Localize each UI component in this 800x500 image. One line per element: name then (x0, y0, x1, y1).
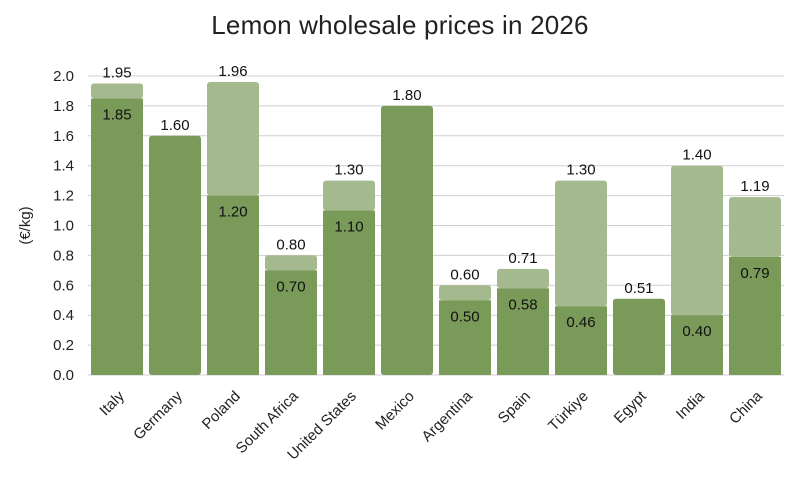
data-label-upper: 1.95 (102, 64, 131, 81)
data-label-upper: 0.71 (508, 250, 537, 267)
bar-base (555, 306, 607, 375)
data-label-base: 1.80 (392, 87, 421, 104)
y-tick-label: 0.6 (53, 277, 74, 294)
bar-upper (265, 255, 317, 271)
bar-upper (323, 180, 375, 211)
y-tick-label: 2.0 (53, 68, 74, 85)
data-label-base: 0.58 (508, 296, 537, 313)
chart-title: Lemon wholesale prices in 2026 (211, 10, 589, 40)
x-tick-label: Poland (199, 388, 244, 433)
x-tick-label: Italy (96, 387, 128, 419)
bar-base (381, 105, 433, 376)
x-tick-label: Spain (495, 388, 534, 427)
data-label-base: 0.70 (276, 278, 305, 295)
bar-base (671, 315, 723, 375)
y-tick-label: 0.4 (53, 307, 74, 324)
data-label-upper: 1.19 (740, 178, 769, 195)
y-tick-label: 1.2 (53, 188, 74, 205)
data-label-base: 1.20 (218, 204, 247, 221)
bar-upper (555, 180, 607, 307)
bar-upper (207, 81, 259, 196)
bar-base (497, 288, 549, 375)
bar-base (729, 256, 781, 375)
x-tick-label: Argentina (418, 387, 476, 445)
x-tick-label: China (726, 387, 766, 427)
data-label-base: 1.10 (334, 219, 363, 236)
data-label-base: 0.50 (450, 308, 479, 325)
bar-upper (729, 197, 781, 257)
y-tick-label: 1.0 (53, 218, 74, 235)
x-tick-label: Mexico (372, 388, 418, 434)
bar-base (439, 300, 491, 375)
data-label-base: 0.79 (740, 265, 769, 282)
y-axis-title: (€/kg) (17, 206, 34, 244)
bar-base (323, 210, 375, 375)
bar-base (265, 270, 317, 375)
bar-base (149, 135, 201, 375)
x-tick-label: India (673, 387, 708, 422)
data-label-upper: 0.80 (276, 236, 305, 253)
x-tick-label: Türkiye (545, 388, 592, 435)
data-label-upper: 1.30 (566, 162, 595, 179)
y-tick-label: 1.6 (53, 128, 74, 145)
x-tick-label: Germany (130, 387, 186, 443)
data-label-base: 0.46 (566, 314, 595, 331)
data-label-upper: 1.96 (218, 63, 247, 80)
bar-upper (439, 285, 491, 301)
bar-base (613, 298, 665, 375)
bar-upper (671, 165, 723, 316)
y-tick-label: 1.8 (53, 98, 74, 115)
data-label-upper: 0.60 (450, 266, 479, 283)
data-label-base: 1.85 (102, 106, 131, 123)
y-tick-label: 1.4 (53, 158, 74, 175)
y-tick-label: 0.2 (53, 337, 74, 354)
bar-upper (91, 83, 143, 99)
data-label-upper: 1.40 (682, 147, 711, 164)
x-tick-label: Egypt (611, 387, 651, 427)
bar-base (207, 195, 259, 375)
data-label-base: 0.51 (624, 280, 653, 297)
data-label-upper: 1.30 (334, 162, 363, 179)
y-tick-label: 0.0 (53, 367, 74, 384)
bar-upper (497, 268, 549, 289)
data-label-base: 0.40 (682, 323, 711, 340)
y-tick-label: 0.8 (53, 247, 74, 264)
bar-base (91, 98, 143, 376)
data-label-base: 1.60 (160, 117, 189, 134)
